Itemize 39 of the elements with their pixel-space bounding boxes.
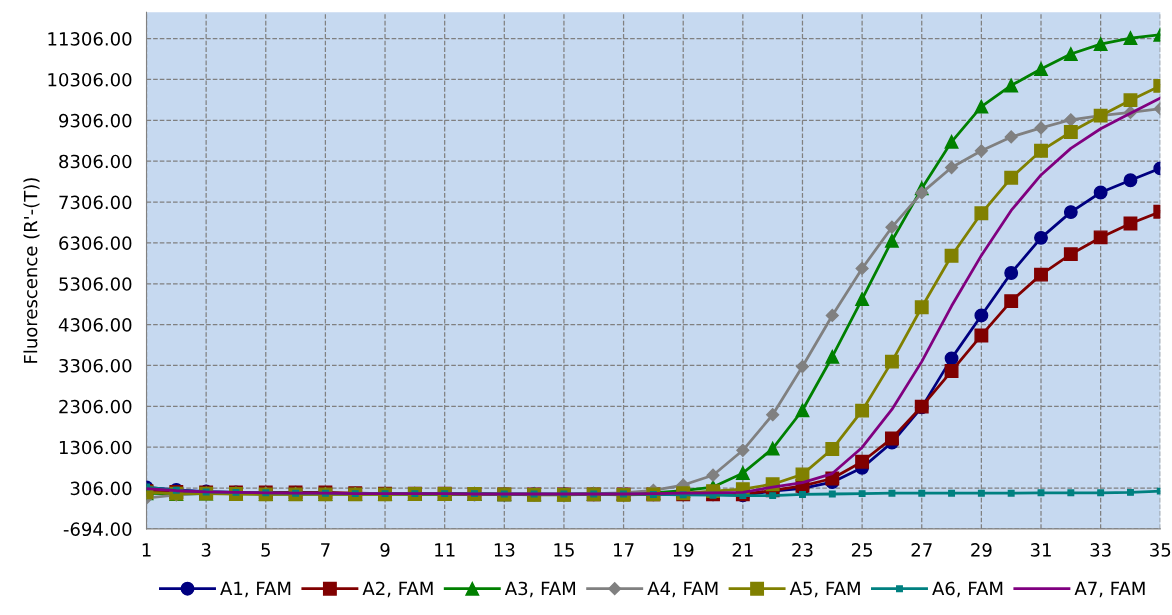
x-tick-label: 15 — [554, 543, 574, 557]
x-tick-label: 7 — [321, 543, 330, 557]
y-tick-label: 4306.00 — [58, 318, 132, 332]
y-tick-label: 7306.00 — [59, 195, 132, 210]
y-tick-label: 11306.00 — [48, 32, 132, 46]
legend-label: A7, FAM — [1074, 581, 1145, 598]
legend-label: A5, FAM — [789, 581, 860, 598]
y-tick-label: 306.00 — [70, 481, 132, 496]
legend-label: A6, FAM — [932, 581, 1003, 598]
x-tick-label: 21 — [732, 543, 753, 557]
x-tick-label: 9 — [380, 543, 390, 557]
x-tick-label: 13 — [494, 543, 515, 557]
y-tick-label: -694.00 — [63, 522, 132, 537]
legend-label: A4, FAM — [647, 581, 718, 598]
x-tick-label: 33 — [1090, 543, 1111, 557]
y-tick-label: 5306.00 — [59, 277, 132, 291]
y-tick-label: 1306.00 — [59, 440, 132, 455]
x-tick-label: 27 — [911, 543, 932, 557]
legend-label: A2, FAM — [362, 581, 433, 598]
x-tick-label: 19 — [673, 543, 694, 557]
x-tick-label: 29 — [971, 543, 992, 557]
y-axis-title: Fluorescence (R'-(T)) — [23, 178, 40, 363]
legend-label: A3, FAM — [504, 581, 576, 598]
y-tick-label: 8306.00 — [59, 154, 132, 169]
x-tick-label: 31 — [1030, 543, 1051, 557]
y-tick-label: 3306.00 — [59, 358, 132, 373]
y-tick-label: 6306.00 — [59, 236, 132, 251]
x-tick-label: 35 — [1150, 543, 1171, 557]
x-tick-label: 11 — [435, 543, 455, 557]
x-tick-label: 3 — [201, 543, 211, 557]
legend-label: A1, FAM — [220, 581, 291, 598]
x-tick-label: 25 — [851, 543, 873, 557]
y-tick-label: 10306.00 — [48, 72, 132, 87]
x-tick-label: 5 — [261, 543, 270, 557]
x-tick-label: 1 — [142, 543, 151, 557]
y-tick-label: 2306.00 — [59, 399, 132, 414]
x-tick-label: 23 — [792, 543, 813, 557]
y-tick-label: 9306.00 — [59, 113, 132, 128]
x-tick-label: 17 — [614, 543, 634, 557]
